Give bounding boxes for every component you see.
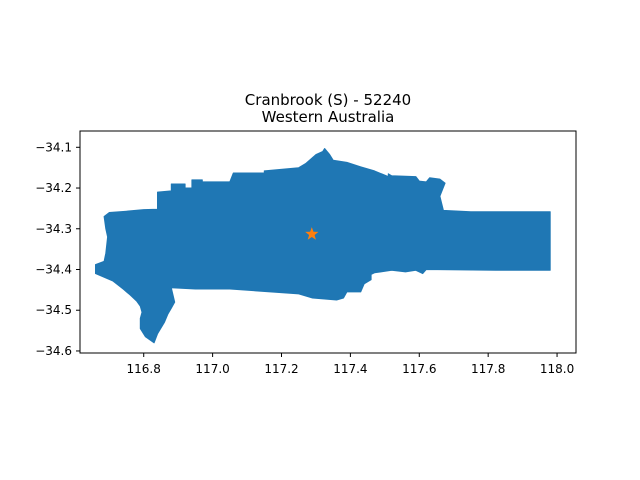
centroid-star-marker xyxy=(305,227,319,240)
x-axis: 116.8 117.0 117.2 117.4 117.6 117.8 118.0 xyxy=(127,353,574,376)
x-tick-label: 116.8 xyxy=(127,362,161,376)
y-tick-label: −34.1 xyxy=(35,140,72,154)
x-tick-label: 117.6 xyxy=(402,362,436,376)
axes-frame xyxy=(79,130,577,354)
map-title-line1: Cranbrook (S) - 52240 xyxy=(245,91,411,109)
plot-area xyxy=(79,130,577,354)
region-shape xyxy=(95,148,551,344)
y-tick-label: −34.3 xyxy=(35,222,72,236)
y-tick-label: −34.2 xyxy=(35,181,72,195)
y-axis: −34.1 −34.2 −34.3 −34.4 −34.5 −34.6 xyxy=(35,140,80,358)
map-title-line2: Western Australia xyxy=(262,108,395,126)
y-tick-label: −34.5 xyxy=(35,303,72,317)
y-tick-label: −34.6 xyxy=(35,344,72,358)
y-tick-label: −34.4 xyxy=(35,262,72,276)
x-tick-label: 117.0 xyxy=(195,362,229,376)
x-tick-label: 117.2 xyxy=(264,362,298,376)
x-tick-label: 118.0 xyxy=(540,362,574,376)
x-tick-label: 117.4 xyxy=(333,362,367,376)
x-tick-label: 117.8 xyxy=(471,362,505,376)
